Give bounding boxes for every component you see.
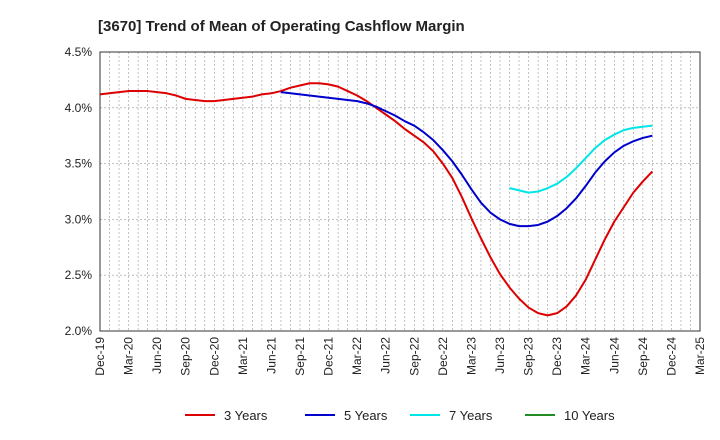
series-lines [99, 82, 654, 317]
x-tick-label: Dec-20 [207, 337, 221, 376]
legend-label: 7 Years [449, 408, 493, 423]
x-tick-label: Mar-23 [464, 337, 478, 375]
x-tick-label: Mar-20 [122, 337, 136, 375]
x-axis-ticks: Dec-19 Mar-20 Jun-20 Sep-20 Dec-20 Mar-21 Jun-… [93, 337, 707, 376]
x-tick-label: Mar-21 [236, 337, 250, 375]
x-tick-label: Mar-24 [579, 337, 593, 375]
y-tick-label: 4.5% [65, 45, 93, 59]
chart-title: [3670] Trend of Mean of Operating Cashfl… [98, 18, 465, 35]
x-tick-label: Jun-23 [493, 337, 507, 374]
y-tick-label: 2.0% [65, 324, 93, 338]
y-tick-label: 3.0% [65, 212, 93, 226]
series-line [280, 91, 653, 228]
x-tick-label: Dec-23 [550, 337, 564, 376]
x-tick-label: Jun-24 [607, 337, 621, 374]
x-tick-label: Jun-21 [264, 337, 278, 374]
y-tick-label: 4.0% [65, 101, 93, 115]
x-tick-label: Mar-25 [693, 337, 707, 375]
plot-frame [99, 51, 701, 332]
legend-label: 3 Years [224, 408, 268, 423]
x-tick-label: Mar-22 [350, 337, 364, 375]
x-tick-label: Jun-22 [379, 337, 393, 374]
series-line [509, 124, 653, 194]
legend-label: 5 Years [344, 408, 388, 423]
x-tick-label: Sep-24 [636, 337, 650, 376]
y-tick-label: 3.5% [65, 157, 93, 171]
legend-label: 10 Years [564, 408, 615, 423]
legend: 3 Years 5 Years 7 Years 10 Years [185, 408, 615, 423]
x-tick-label: Dec-22 [436, 337, 450, 376]
y-tick-label: 2.5% [65, 268, 93, 282]
gridlines [99, 52, 701, 331]
x-tick-label: Sep-23 [522, 337, 536, 376]
x-tick-label: Sep-20 [179, 337, 193, 376]
y-axis-ticks: 4.5% 4.0% 3.5% 3.0% 2.5% 2.0% [65, 45, 93, 338]
x-tick-label: Sep-21 [293, 337, 307, 376]
x-tick-label: Dec-24 [664, 337, 678, 376]
x-tick-label: Dec-21 [322, 337, 336, 376]
series-line [99, 82, 654, 317]
x-tick-label: Jun-20 [150, 337, 164, 374]
x-tick-label: Dec-19 [93, 337, 107, 376]
x-tick-label: Sep-22 [407, 337, 421, 376]
